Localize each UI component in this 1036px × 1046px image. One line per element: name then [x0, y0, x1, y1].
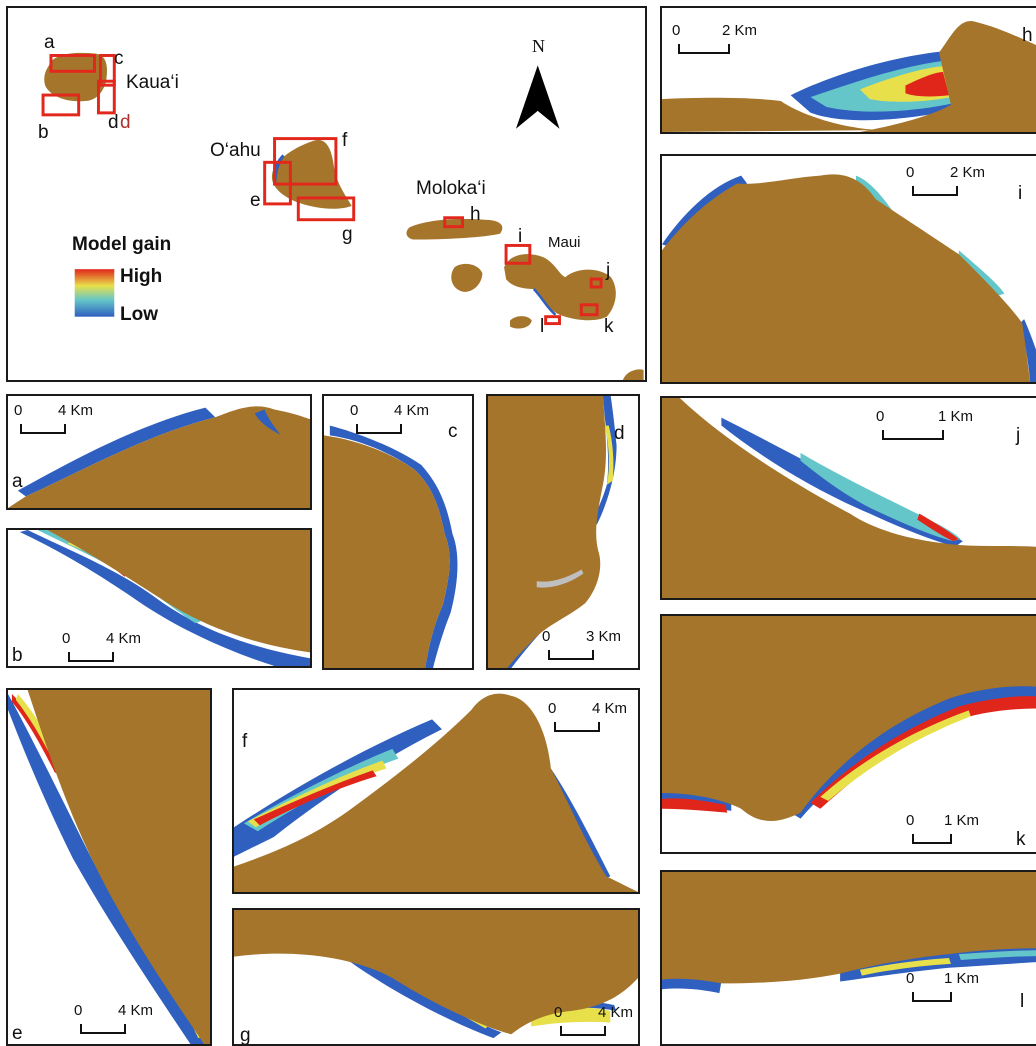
label-c: c	[114, 48, 124, 69]
panel-label-k: k	[1016, 829, 1026, 850]
label-h: h	[470, 204, 481, 225]
label-d-extra: d	[120, 112, 131, 133]
panel-label-i: i	[1018, 183, 1023, 204]
panel-label-j: j	[1016, 425, 1021, 446]
label-g: g	[342, 224, 353, 245]
panel-f: 0 4 Km f	[232, 688, 640, 894]
panel-label-a: a	[12, 471, 23, 492]
panel-label-f: f	[242, 731, 248, 752]
panel-l: 0 1 Km l	[660, 870, 1036, 1046]
label-maui: Maui	[548, 234, 581, 251]
north-arrow-icon	[515, 65, 560, 129]
legend-low: Low	[120, 304, 158, 325]
panel-label-b: b	[12, 645, 23, 666]
label-d: d	[108, 112, 119, 133]
north-label: N	[532, 36, 545, 56]
panel-k: 0 1 Km k	[660, 614, 1036, 854]
panel-j: 0 1 Km j	[660, 396, 1036, 600]
molokai-island	[406, 219, 503, 240]
panel-label-g: g	[240, 1025, 251, 1046]
label-l: l	[540, 316, 545, 337]
panel-c: 0 4 Km c	[322, 394, 474, 670]
legend-high: High	[120, 266, 163, 287]
overview-map: a c Kaua‘i b d d O‘ahu f e g Moloka‘i h …	[6, 6, 647, 382]
panel-label-l: l	[1020, 991, 1025, 1012]
panel-label-e: e	[12, 1023, 23, 1044]
overview-svg	[41, 52, 644, 380]
label-b: b	[38, 122, 49, 143]
label-e: e	[250, 190, 261, 211]
panel-g: 0 4 Km g	[232, 908, 640, 1046]
panel-i: 0 2 Km i	[660, 154, 1036, 384]
panel-b: 0 4 Km b	[6, 528, 312, 668]
panel-d: 0 3 Km d	[486, 394, 640, 670]
label-kauai: Kaua‘i	[126, 72, 179, 93]
lanai-island	[451, 263, 483, 292]
label-a: a	[44, 32, 55, 53]
panel-label-d: d	[614, 423, 625, 444]
study-area-boxes	[41, 54, 603, 326]
label-j: j	[606, 260, 611, 281]
panel-label-c: c	[448, 421, 458, 442]
label-oahu: O‘ahu	[210, 140, 261, 161]
kahoolawe-island	[510, 316, 532, 329]
kauai-island	[44, 52, 108, 102]
panel-h: 0 2 Km h	[660, 6, 1036, 134]
panel-a: 0 4 Km a	[6, 394, 312, 510]
label-i: i	[518, 226, 523, 247]
label-f: f	[342, 130, 348, 151]
legend-gradient	[74, 269, 115, 317]
legend-title: Model gain	[72, 234, 172, 255]
panel-label-h: h	[1022, 25, 1033, 46]
label-k: k	[604, 316, 614, 337]
panel-e: 0 4 Km e	[6, 688, 212, 1046]
label-molokai: Moloka‘i	[416, 178, 486, 199]
